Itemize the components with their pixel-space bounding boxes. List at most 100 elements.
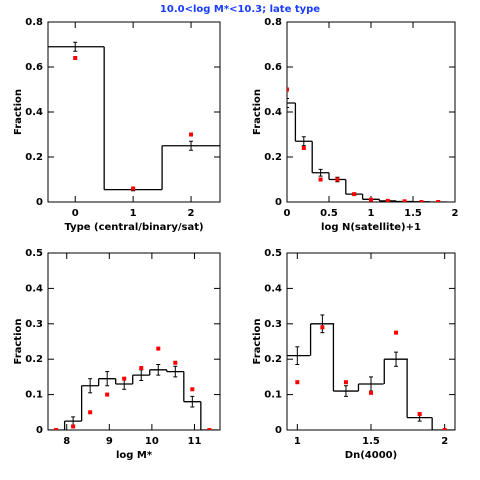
x-tick-label: 1 <box>294 436 301 447</box>
data-point <box>335 177 340 182</box>
x-axis-label: log M* <box>116 450 153 461</box>
x-tick-label: 8 <box>63 436 70 447</box>
x-tick-label: 0 <box>284 208 291 219</box>
panel: 0 0.2 0.4 0.6 0.8 0 1 2 Type (central/binary/sat… <box>13 17 221 233</box>
y-tick-label: 0.3 <box>264 319 282 330</box>
y-tick-label: 0.4 <box>25 283 43 294</box>
x-tick-label: 1 <box>130 208 137 219</box>
error-bar <box>190 395 195 408</box>
y-tick-label: 0.3 <box>25 319 43 330</box>
x-tick-label: 1.5 <box>404 208 422 219</box>
y-tick-label: 0.2 <box>264 152 282 163</box>
error-bar <box>156 364 161 376</box>
panel: 0 0.1 0.2 0.3 0.4 0.5 8 9 10 11 log M* Fraction <box>13 248 221 461</box>
data-point <box>71 424 76 429</box>
y-tick-label: 0.4 <box>264 107 282 118</box>
error-bar <box>301 136 306 147</box>
data-point <box>385 198 390 202</box>
data-point <box>394 330 399 335</box>
data-point <box>156 346 161 351</box>
error-bar <box>173 365 178 378</box>
data-point <box>318 177 323 182</box>
y-tick-label: 0.6 <box>264 62 282 73</box>
x-tick-label: 9 <box>106 436 113 447</box>
plot-frame <box>286 21 456 203</box>
y-tick-label: 0.4 <box>264 283 282 294</box>
y-axis-label: Fraction <box>252 89 263 135</box>
data-point <box>352 192 357 197</box>
panel: 0 0.1 0.2 0.3 0.4 0.5 1 1.5 2 Dn(4000) Fraction <box>252 248 456 461</box>
plot-frame <box>286 252 456 431</box>
y-tick-label: 0.2 <box>264 354 282 365</box>
y-tick-label: 0.8 <box>264 17 282 28</box>
y-tick-label: 0.5 <box>264 248 282 259</box>
data-point <box>190 387 195 392</box>
y-tick-label: 0 <box>36 425 43 436</box>
y-tick-label: 0.4 <box>25 107 43 118</box>
panel: 0 0.2 0.4 0.6 0.8 0 0.5 1 1.5 2 log N(satellite)+1… <box>252 17 459 233</box>
y-tick-label: 0.2 <box>25 354 43 365</box>
data-point <box>417 412 422 417</box>
data-point <box>320 325 325 330</box>
x-axis-label: Type (central/binary/sat) <box>64 222 203 233</box>
data-point <box>139 366 144 371</box>
x-tick-label: 1.5 <box>362 436 380 447</box>
data-point <box>88 410 93 415</box>
y-tick-label: 0.8 <box>25 17 43 28</box>
y-tick-label: 0.5 <box>25 248 43 259</box>
error-bar <box>105 371 110 387</box>
data-point <box>54 428 59 430</box>
plot-area <box>287 87 447 202</box>
figure-title: 10.0<log M*<10.3; late type <box>160 4 320 15</box>
data-point <box>402 199 407 202</box>
y-tick-label: 0.6 <box>25 62 43 73</box>
plot-area <box>48 346 218 430</box>
x-tick-label: 11 <box>187 436 201 447</box>
x-axis-label: log N(satellite)+1 <box>321 222 421 233</box>
error-bar <box>73 41 78 52</box>
data-point <box>419 200 424 202</box>
error-bar <box>318 168 323 177</box>
x-tick-label: 0 <box>72 208 79 219</box>
x-tick-label: 2 <box>452 208 459 219</box>
y-tick-label: 0 <box>275 425 282 436</box>
error-bar <box>287 98 289 108</box>
data-point <box>442 428 447 430</box>
y-axis-label: Fraction <box>13 319 24 365</box>
data-point <box>436 200 441 202</box>
error-bar <box>343 385 348 397</box>
data-point <box>295 380 300 385</box>
data-point <box>131 186 136 191</box>
error-bar <box>394 351 399 367</box>
data-point <box>301 146 306 150</box>
error-bar <box>88 378 93 394</box>
error-bar <box>320 314 325 334</box>
data-point <box>207 428 212 430</box>
data-point <box>189 132 194 137</box>
error-bar <box>295 346 300 366</box>
data-point <box>287 87 289 92</box>
plot-area <box>48 41 220 192</box>
plot-area <box>287 314 455 430</box>
x-tick-label: 2 <box>188 208 195 219</box>
data-point <box>173 360 178 365</box>
plot-frame <box>47 252 221 431</box>
y-tick-label: 0 <box>36 197 43 208</box>
data-point <box>369 197 373 202</box>
y-tick-label: 0.2 <box>25 152 43 163</box>
data-point <box>73 56 78 60</box>
x-tick-label: 1 <box>368 208 375 219</box>
x-axis-label: Dn(4000) <box>345 450 397 461</box>
data-point <box>105 392 110 397</box>
x-tick-label: 10 <box>145 436 159 447</box>
y-tick-label: 0 <box>275 197 282 208</box>
x-tick-label: 0.5 <box>320 208 338 219</box>
data-point <box>369 390 373 395</box>
x-tick-label: 2 <box>441 436 448 447</box>
error-bar <box>189 140 194 151</box>
y-axis-label: Fraction <box>13 89 24 135</box>
y-axis-label: Fraction <box>252 319 263 365</box>
plot-frame <box>47 21 221 203</box>
data-point <box>122 376 127 381</box>
